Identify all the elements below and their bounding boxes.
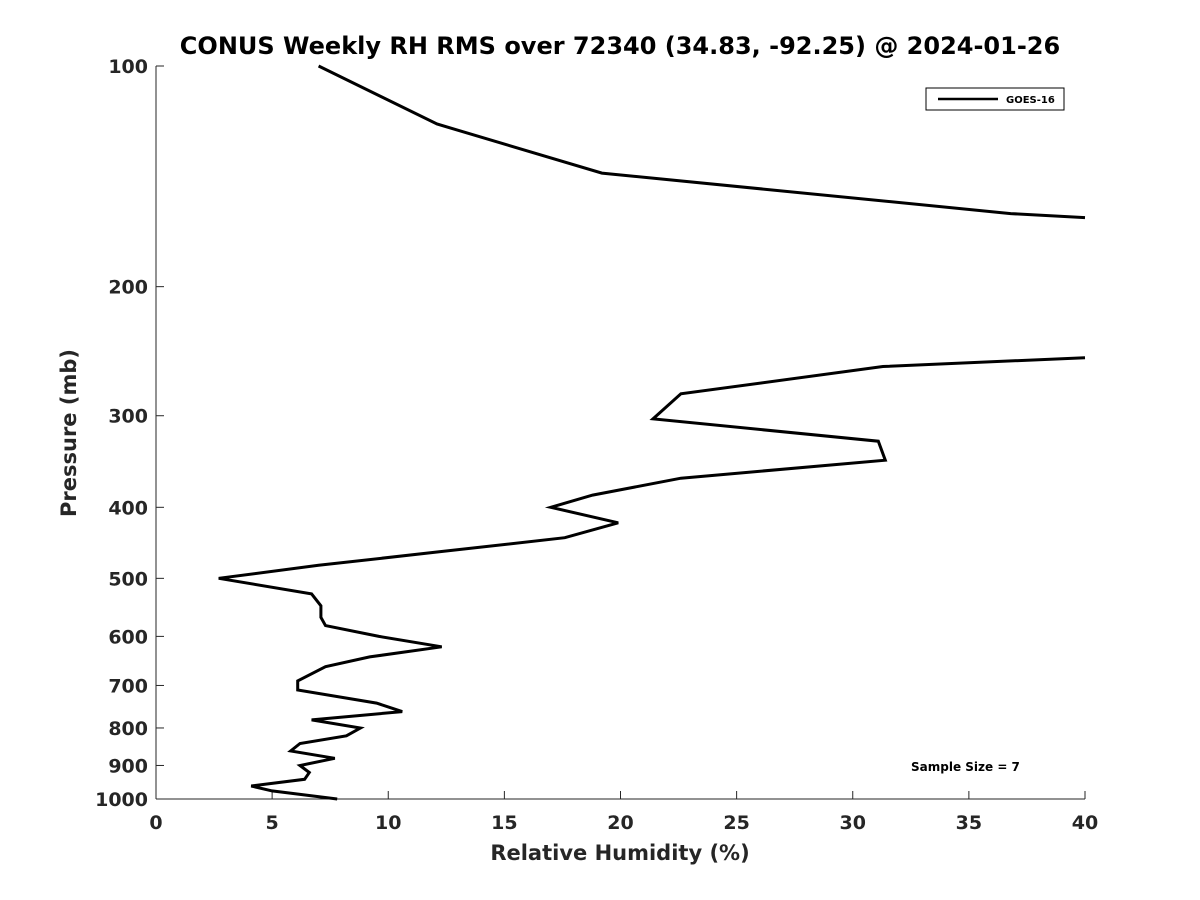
x-tick-label: 0 — [149, 812, 162, 834]
y-tick-label: 200 — [108, 277, 148, 299]
y-tick-label: 500 — [108, 568, 148, 590]
legend: GOES-16 — [925, 87, 1065, 111]
y-tick-label: 400 — [108, 497, 148, 519]
x-tick-label: 35 — [956, 812, 982, 834]
x-tick-label: 20 — [607, 812, 633, 834]
y-tick-label: 800 — [108, 718, 148, 740]
series-line-goes-16 — [218, 356, 1086, 801]
x-axis-label: Relative Humidity (%) — [490, 841, 749, 865]
y-axis-label: Pressure (mb) — [57, 349, 81, 517]
y-tick-label: 600 — [108, 626, 148, 648]
x-tick-label: 30 — [840, 812, 866, 834]
x-tick-label: 5 — [266, 812, 279, 834]
y-tick-label: 900 — [108, 755, 148, 777]
y-tick-label: 1000 — [95, 789, 148, 811]
series-line-goes-16 — [317, 64, 1086, 220]
legend-label-goes-16: GOES-16 — [1006, 95, 1055, 106]
y-tick-label: 300 — [108, 406, 148, 428]
chart-title: CONUS Weekly RH RMS over 72340 (34.83, -… — [180, 32, 1060, 60]
x-ticks: 0 5 10 15 20 25 30 35 40 — [149, 791, 1098, 834]
x-tick-label: 25 — [723, 812, 749, 834]
y-tick-label: 700 — [108, 675, 148, 697]
x-tick-label: 10 — [375, 812, 401, 834]
y-ticks: 100 200 300 400 500 600 700 800 900 1000 — [95, 56, 164, 811]
sample-size-annotation: Sample Size = 7 — [911, 760, 1020, 774]
x-tick-label: 40 — [1072, 812, 1098, 834]
y-tick-label: 100 — [108, 56, 148, 78]
x-tick-label: 15 — [491, 812, 517, 834]
series-layer — [218, 64, 1086, 801]
